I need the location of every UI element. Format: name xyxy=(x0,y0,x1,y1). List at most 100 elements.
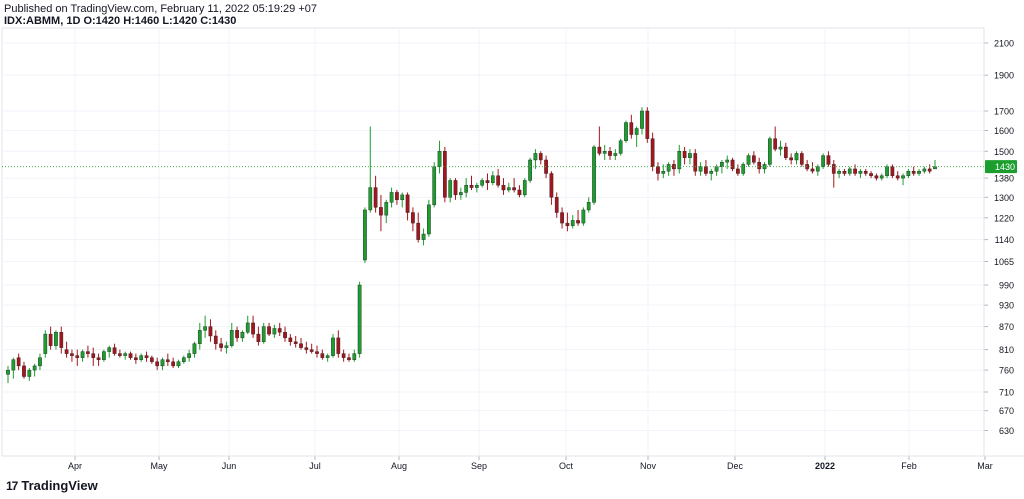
candle-body xyxy=(352,353,357,360)
y-tick-label: 760 xyxy=(999,366,1014,376)
candle-body xyxy=(906,170,911,176)
x-tick-label: Feb xyxy=(901,461,917,471)
candle-body xyxy=(283,332,287,339)
candle-body xyxy=(245,322,250,333)
candle-body xyxy=(181,357,186,362)
candle-body xyxy=(533,153,538,161)
candle-body xyxy=(608,151,612,156)
candle-body xyxy=(783,146,788,158)
candle-body xyxy=(416,222,421,240)
candle-body xyxy=(357,284,362,354)
candle-body xyxy=(927,168,932,172)
candle-body xyxy=(219,343,223,348)
candle-body xyxy=(634,128,639,135)
candle-body xyxy=(650,138,655,167)
candle-body xyxy=(458,192,463,196)
candle-body xyxy=(831,164,836,174)
candle-body xyxy=(224,345,229,348)
candle-body xyxy=(517,189,522,196)
x-tick-label: Sep xyxy=(471,461,487,471)
candle-body xyxy=(203,326,207,331)
candle-body xyxy=(155,361,160,367)
candle-body xyxy=(197,330,202,344)
y-tick-label: 990 xyxy=(999,281,1014,291)
candle-body xyxy=(299,343,303,348)
candle-body xyxy=(208,326,213,337)
tradingview-brand[interactable]: 17 TradingView xyxy=(6,478,98,493)
candle-body xyxy=(592,146,596,203)
candle-body xyxy=(602,151,607,154)
candle-body xyxy=(506,187,511,191)
candle-body xyxy=(624,122,628,141)
candle-body xyxy=(267,326,271,335)
candle-body xyxy=(693,153,698,172)
candle-body xyxy=(325,355,330,358)
candle-body xyxy=(640,110,644,129)
candle-body xyxy=(405,194,410,213)
candle-body xyxy=(160,359,165,367)
candle-body xyxy=(432,166,437,206)
candle-body xyxy=(293,341,298,344)
y-tick-label: 1220 xyxy=(994,213,1014,223)
x-tick-label: Jun xyxy=(222,461,237,471)
candle-body xyxy=(448,180,453,198)
candle-body xyxy=(165,359,170,362)
candle-body xyxy=(11,359,16,371)
candle-body xyxy=(32,365,37,371)
x-tick-label: May xyxy=(150,461,168,471)
candle-body xyxy=(277,328,282,333)
brand-name: TradingView xyxy=(21,478,98,493)
candle-body xyxy=(176,361,181,367)
last-price-badge xyxy=(985,160,1017,174)
candle-body xyxy=(565,222,570,226)
candle-body xyxy=(826,155,831,165)
x-tick-label: Mar xyxy=(977,461,993,471)
candle-body xyxy=(554,197,559,213)
candle-body xyxy=(730,159,735,170)
candle-body xyxy=(485,180,490,184)
y-tick-label: 810 xyxy=(999,345,1014,355)
y-tick-label: 630 xyxy=(999,426,1014,436)
candle-body xyxy=(139,355,144,360)
candle-body xyxy=(70,353,74,356)
candle-body xyxy=(443,151,447,198)
candle-body xyxy=(853,168,857,174)
candle-body xyxy=(411,212,415,224)
candle-body xyxy=(901,175,905,179)
candle-body xyxy=(480,180,485,186)
candle-body xyxy=(347,357,351,360)
candle-body xyxy=(464,184,469,193)
candle-body xyxy=(895,175,900,179)
candle-body xyxy=(752,155,756,163)
publish-info: Published on TradingView.com, February 1… xyxy=(4,3,318,15)
candle-body xyxy=(149,357,154,362)
candle-body xyxy=(213,335,218,344)
candle-body xyxy=(842,170,847,174)
candle-body xyxy=(128,353,133,358)
candle-body xyxy=(794,153,799,161)
tradingview-logo-icon: 17 xyxy=(6,478,18,493)
candle-body xyxy=(379,207,383,216)
candle-body xyxy=(86,351,90,354)
candle-body xyxy=(261,326,266,342)
candle-body xyxy=(586,202,591,211)
symbol-header: IDX:ABMM, 1D O:1420 H:1460 L:1420 C:1430 xyxy=(4,15,236,27)
candle-body xyxy=(917,170,921,174)
candle-body xyxy=(629,122,634,135)
candle-body xyxy=(922,168,927,172)
candle-body xyxy=(709,170,714,174)
y-tick-label: 1900 xyxy=(994,71,1014,81)
candle-body xyxy=(688,153,692,158)
candle-body xyxy=(251,322,255,335)
candle-body xyxy=(75,355,80,358)
candle-body xyxy=(799,153,804,165)
candle-body xyxy=(746,155,751,165)
candle-body xyxy=(240,332,245,339)
candle-body xyxy=(549,173,554,198)
candle-body xyxy=(736,168,740,174)
candle-body xyxy=(773,138,778,150)
candle-body xyxy=(59,332,64,348)
candle-body xyxy=(64,349,69,354)
y-tick-label: 1500 xyxy=(994,147,1014,157)
